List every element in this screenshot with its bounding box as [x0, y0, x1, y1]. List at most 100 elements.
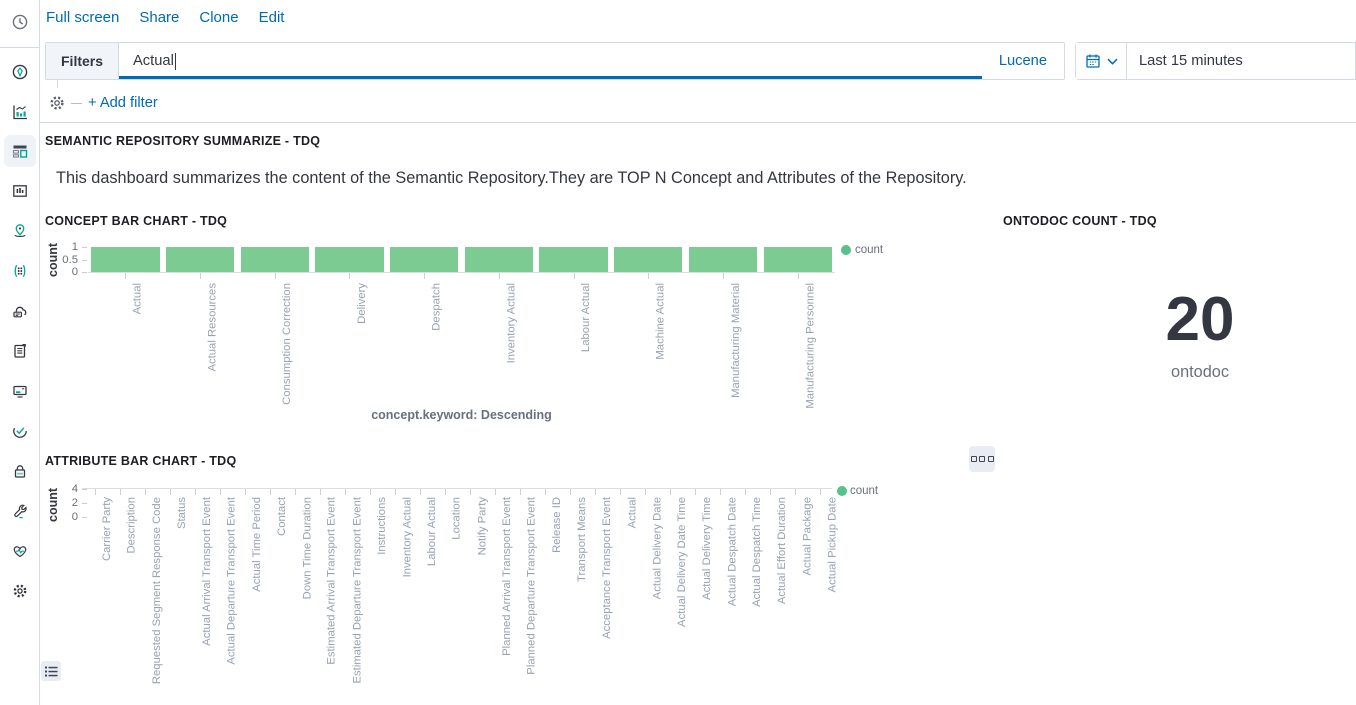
x-tick-mark [797, 273, 799, 279]
filter-connector-line [57, 80, 58, 88]
summary-description: This dashboard summarizes the content of… [56, 169, 967, 187]
text-cursor [174, 52, 177, 70]
x-tick-mark [544, 489, 546, 495]
sidebar-item-machine-learning[interactable] [4, 255, 36, 287]
clone-button[interactable]: Clone [199, 9, 239, 26]
wrench-icon [14, 504, 27, 519]
sidebar-item-metrics[interactable] [4, 375, 36, 407]
filter-settings-gear-icon[interactable] [48, 94, 66, 112]
x-axis-label: Actual Departure Transport Event [226, 497, 238, 665]
x-tick-mark [644, 489, 646, 495]
x-tick-mark [648, 273, 650, 279]
x-axis-label: Despatch [430, 283, 443, 331]
bar[interactable] [91, 247, 160, 272]
sidebar-item-discover[interactable] [4, 56, 36, 88]
edit-button[interactable]: Edit [258, 9, 285, 26]
sidebar-item-apm[interactable] [4, 295, 36, 327]
add-filter-button[interactable]: + Add filter [88, 95, 158, 111]
panel-options-icon [987, 456, 994, 462]
compass-icon [12, 64, 28, 80]
chevron-down-icon [1106, 58, 1118, 65]
x-axis-label: Labour Actual [580, 283, 593, 353]
x-axis-label: Actual Effort Duration [776, 497, 788, 605]
dashboard-icon [12, 145, 28, 158]
sidebar-item-siem[interactable] [4, 455, 36, 487]
bar[interactable] [165, 247, 235, 272]
time-range-value[interactable]: Last 15 minutes [1139, 53, 1243, 69]
canvas-icon [13, 185, 27, 197]
sidebar-item-recent[interactable] [4, 6, 36, 38]
x-axis-label: Consumption Correction [281, 283, 294, 405]
x-tick-mark [125, 273, 127, 279]
x-axis-line [82, 488, 832, 489]
x-axis-label: Actual Resources [206, 283, 219, 372]
x-axis-label: Machine Actual [654, 283, 667, 360]
x-tick-mark [94, 489, 96, 495]
sidebar-item-maps[interactable] [4, 215, 36, 247]
x-tick-mark [819, 489, 821, 495]
x-axis-label: Manufacturing Personnel [804, 283, 817, 409]
x-axis-label: Manufacturing Material [729, 283, 742, 398]
x-tick-mark [349, 273, 351, 279]
x-axis-label: Estimated Departure Transport Event [351, 497, 363, 684]
bar[interactable] [240, 247, 309, 272]
x-axis-label: Acceptance Transport Event [601, 497, 613, 639]
share-button[interactable]: Share [139, 9, 180, 26]
sidebar-item-uptime[interactable] [4, 415, 36, 447]
sidebar-item-logs[interactable] [4, 335, 36, 367]
bar[interactable] [464, 247, 534, 272]
y-tick-mark [82, 272, 87, 273]
x-tick-mark [619, 489, 621, 495]
filters-label: Filters [46, 43, 120, 79]
x-tick-mark [219, 489, 221, 495]
map-pin-icon [14, 224, 26, 237]
sidebar-item-dashboard[interactable] [4, 135, 36, 167]
ontodoc-count-label: ontodoc [1171, 363, 1229, 381]
query-language-toggle[interactable]: Lucene [998, 53, 1047, 69]
time-range-picker: Last 15 minutes [1075, 42, 1356, 80]
y-tick-mark [82, 517, 87, 518]
x-tick-mark [419, 489, 421, 495]
datepicker-divider [1126, 43, 1127, 79]
dashboard-top-menu: Full screen Share Clone Edit [46, 9, 284, 26]
x-axis-label: Inventory Actual [401, 497, 413, 578]
panel-options-button[interactable] [969, 446, 995, 472]
x-axis-label: Notify Party [476, 497, 488, 556]
x-axis-label: Planned Departure Transport Event [526, 497, 538, 675]
attribute-legend-label[interactable]: count [850, 485, 879, 497]
app-sidebar [0, 0, 40, 705]
legend-toggle-button[interactable] [41, 661, 61, 681]
sidebar-item-visualize[interactable] [4, 96, 36, 128]
x-axis-label: Delivery [355, 283, 368, 324]
x-tick-mark [719, 489, 721, 495]
attribute-legend-dot-icon [837, 486, 847, 496]
bar[interactable] [539, 247, 608, 272]
x-tick-mark [369, 489, 371, 495]
query-value: Actual [133, 53, 174, 69]
sidebar-item-dev-tools[interactable] [4, 495, 36, 527]
x-axis-label: Transport Means [576, 497, 588, 582]
bar[interactable] [763, 247, 832, 272]
concept-panel-title: CONCEPT BAR CHART - TDQ [45, 214, 228, 228]
y-tick-mark [82, 489, 87, 490]
x-axis-label: Requested Segment Response Code [151, 497, 163, 685]
sidebar-item-management[interactable] [4, 575, 36, 607]
x-axis-label: Description [126, 497, 138, 554]
x-axis-label: Labour Actual [426, 497, 438, 567]
calendar-button[interactable] [1076, 43, 1126, 79]
bar[interactable] [315, 247, 384, 272]
sidebar-item-canvas[interactable] [4, 175, 36, 207]
bar[interactable] [688, 247, 758, 272]
full-screen-button[interactable]: Full screen [46, 9, 120, 26]
y-tick-mark [82, 259, 87, 261]
sidebar-item-monitoring[interactable] [4, 535, 36, 567]
x-tick-mark [694, 489, 696, 495]
search-query-input[interactable]: Actual [119, 43, 982, 79]
x-tick-mark [494, 489, 496, 495]
concept-legend-label[interactable]: count [855, 244, 884, 256]
bar[interactable] [390, 247, 459, 272]
bar[interactable] [614, 247, 683, 272]
x-tick-mark [444, 489, 446, 495]
query-bar: Filters Actual Lucene [45, 42, 1065, 80]
